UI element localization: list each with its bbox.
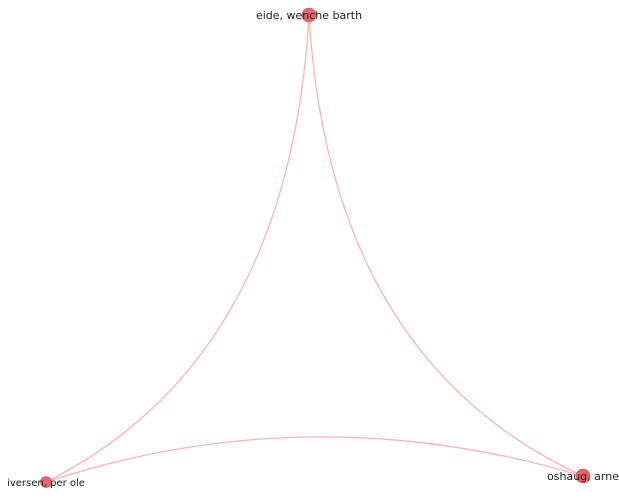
edge-eide-oshaug xyxy=(308,14,584,477)
edge-oshaug-iversen xyxy=(45,436,584,483)
edges-layer xyxy=(45,14,584,483)
node-label-eide: eide, wenche barth xyxy=(256,9,362,22)
node-label-oshaug: oshaug, arne xyxy=(547,470,619,483)
edge-eide-iversen xyxy=(45,14,310,483)
nodes-layer xyxy=(40,7,591,488)
node-oshaug[interactable] xyxy=(575,468,591,484)
labels-layer: eide, wenche barth oshaug, arne iversen, p… xyxy=(7,9,619,489)
node-label-iversen: iversen, per ole xyxy=(7,478,85,489)
node-iversen[interactable] xyxy=(40,476,52,488)
node-eide[interactable] xyxy=(301,7,317,23)
